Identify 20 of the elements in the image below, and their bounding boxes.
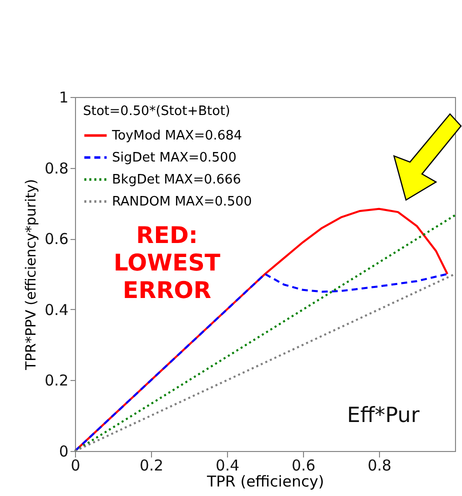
y-tick-label: 0.2 — [44, 372, 68, 390]
x-tick-label: 0.8 — [368, 456, 392, 474]
x-tick-label: 0.4 — [216, 456, 240, 474]
legend-label: ToyMod MAX=0.684 — [111, 128, 242, 144]
legend-label: SigDet MAX=0.500 — [112, 150, 236, 166]
x-tick-label: 0.2 — [140, 456, 164, 474]
y-tick-label: 0.6 — [44, 230, 68, 248]
y-tick-label: 0 — [58, 442, 68, 460]
legend-label: BkgDet MAX=0.666 — [112, 172, 242, 188]
y-axis-title: TPR*PPV (efficiency*purity) — [24, 179, 40, 371]
y-tick-label: 0.8 — [44, 159, 68, 178]
annotation: RED: LOWEST ERROR — [114, 223, 221, 304]
legend-label: RANDOM MAX=0.500 — [112, 194, 252, 210]
y-tick-label: 0.4 — [44, 300, 68, 319]
x-tick-label: 0 — [70, 456, 80, 474]
legend-title: Stot=0.50*(Stot+Btot) — [83, 104, 230, 119]
x-axis-title: TPR (efficiency) — [206, 472, 324, 490]
annotation: Eff*Pur — [347, 403, 420, 427]
x-tick-label: 0.6 — [292, 456, 316, 474]
y-tick-label: 1 — [58, 88, 68, 106]
